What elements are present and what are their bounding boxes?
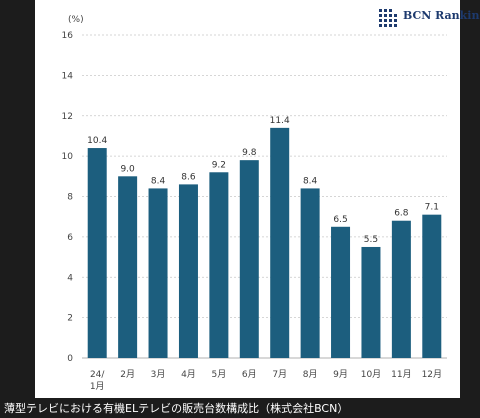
y-tick-label: 14: [62, 71, 74, 81]
y-tick-label: 10: [62, 152, 74, 162]
x-tick-label: 9月: [333, 369, 348, 380]
data-label: 6.5: [333, 215, 347, 225]
bar: [391, 220, 411, 358]
grid-lines: [82, 34, 447, 359]
bar: [87, 148, 107, 358]
y-tick-label: 16: [62, 31, 74, 41]
y-tick-label: 12: [62, 112, 73, 122]
bar: [270, 127, 290, 358]
bar: [239, 160, 259, 358]
bar: [178, 184, 198, 358]
caption-bar: 薄型テレビにおける有機ELテレビの販売台数構成比（株式会社BCN）: [0, 398, 480, 418]
bcn-logo-icon: [379, 9, 397, 27]
bar: [148, 188, 168, 358]
y-axis-ticks: 0 2 4 6 8 10 12 14 16: [62, 31, 74, 364]
data-label: 5.5: [364, 235, 378, 245]
bar: [118, 176, 138, 358]
x-tick-label: 24/1月: [90, 370, 106, 392]
chart-panel: (%) 0 2 4 6 8 10 12 14 16 10.4 9.0 8.4 8.6 9.2 9.8 11.…: [35, 0, 480, 398]
logo-text: BCN Ranking: [403, 9, 480, 22]
bar-chart: (%) 0 2 4 6 8 10 12 14 16 10.4 9.0 8.4 8.6 9.2 9.8 11.…: [62, 15, 447, 392]
bar: [331, 226, 351, 358]
x-tick-label: 4月: [181, 369, 196, 380]
y-unit-label: (%): [68, 15, 84, 25]
value-labels: 10.4 9.0 8.4 8.6 9.2 9.8 11.4 8.4 6.5 5.5 6.8 7.1: [87, 116, 439, 245]
data-label: 11.4: [270, 116, 290, 126]
bar: [300, 188, 320, 358]
bar: [209, 172, 229, 358]
y-tick-label: 6: [67, 233, 73, 243]
bar: [422, 214, 442, 358]
data-label: 10.4: [87, 136, 107, 146]
bar: [361, 246, 381, 358]
y-tick-label: 2: [67, 314, 73, 324]
y-tick-label: 8: [67, 193, 73, 203]
x-tick-label: 7月: [272, 369, 287, 380]
x-tick-label: 8月: [303, 369, 318, 380]
x-tick-label: 3月: [151, 369, 166, 380]
x-tick-label: 6月: [242, 369, 257, 380]
y-tick-label: 4: [67, 273, 73, 283]
x-tick-label: 2月: [120, 369, 135, 380]
data-label: 8.6: [181, 172, 196, 182]
y-tick-label: 0: [67, 354, 73, 364]
x-tick-label: 12月: [422, 369, 442, 380]
data-label: 9.8: [242, 148, 257, 158]
image-caption: 薄型テレビにおける有機ELテレビの販売台数構成比（株式会社BCN）: [4, 402, 349, 415]
data-label: 6.8: [394, 209, 409, 219]
data-label: 7.1: [425, 203, 439, 213]
data-label: 9.0: [120, 164, 135, 174]
bars: [87, 127, 442, 358]
data-label: 8.4: [151, 176, 166, 186]
x-tick-label: 5月: [212, 369, 227, 380]
data-label: 9.2: [212, 160, 226, 170]
x-tick-label: 11月: [391, 369, 411, 380]
x-tick-label: 10月: [361, 369, 381, 380]
data-label: 8.4: [303, 176, 318, 186]
x-axis-ticks: 24/1月 2月 3月 4月 5月 6月 7月 8月 9月 10月 11月 12月: [90, 369, 442, 392]
